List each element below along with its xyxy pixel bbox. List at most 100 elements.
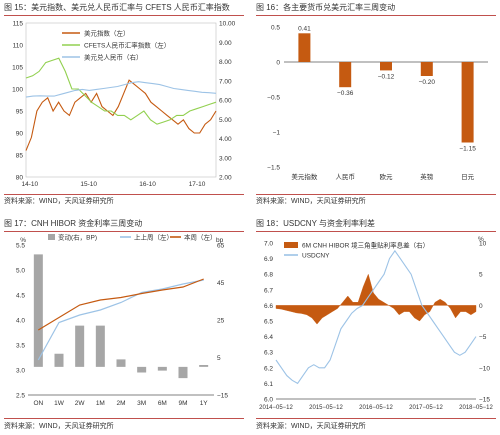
bar-value-label: −1.15	[459, 146, 476, 153]
series-line	[37, 278, 204, 331]
series-area	[275, 273, 477, 325]
chart-title: 图 17：CNH HIBOR 资金利率三周变动	[4, 219, 143, 228]
source-line	[4, 194, 244, 195]
legend-label: USDCNY	[302, 253, 330, 260]
chart-source: 资料来源：WIND，天风证券研究所	[256, 423, 366, 430]
x-tick-label: 人民币	[335, 173, 355, 181]
y-right-tick-label: 5	[217, 355, 221, 362]
title-underline	[256, 231, 496, 232]
y-tick-label: −1.5	[267, 165, 280, 172]
chart-panel-1: 图 15：美元指数、美元兑人民币汇率与 CFETS 人民币汇率指数 80 85 90…	[4, 2, 244, 208]
x-tick-label: 2W	[75, 400, 86, 407]
x-tick-label: 17-10	[189, 181, 206, 188]
x-tick-label: 14-10	[21, 181, 38, 188]
y-left-tick-label: 100	[12, 87, 23, 94]
y-left-tick-label: 6.6	[264, 303, 273, 310]
x-tick-label: 日元	[461, 173, 475, 181]
x-tick-label: 16-10	[139, 181, 156, 188]
series-line	[37, 279, 204, 361]
legend-label: 本周（左）	[184, 233, 217, 242]
chart-source: 资料来源：WIND，天风证券研究所	[4, 423, 114, 430]
source-line	[256, 194, 496, 195]
series-line	[25, 79, 217, 151]
y-right-tick-label: 2.00	[219, 175, 232, 182]
y-left-tick-label: 6.1	[264, 381, 273, 388]
y-left-tick-label: 6.4	[264, 334, 273, 341]
y-right-tick-label: 9.00	[219, 40, 232, 47]
y-left-tick-label: 6.5	[264, 319, 273, 326]
y-right-tick-label: 8.00	[219, 59, 232, 66]
x-tick-label: 1M	[96, 400, 105, 407]
bar	[75, 325, 85, 367]
bar	[33, 254, 43, 367]
y-right-tick-label: 3.00	[219, 155, 232, 162]
chart-title: 图 16：各主要货币兑美元汇率三周变动	[256, 3, 396, 12]
series-line	[275, 249, 477, 385]
y-right-tick-label: 65	[217, 243, 225, 250]
bar	[461, 62, 474, 143]
chart-panel-4: 图 18：USDCNY 与资金利率利差 % 6.0 6.1 6.2 6.3 6.4 6.5 6…	[256, 218, 496, 433]
y-left-tick-label: 95	[16, 109, 24, 116]
y-right-tick-label: 4.00	[219, 136, 232, 143]
y-right-tick-label: 25	[217, 318, 225, 325]
x-tick-label: 1W	[54, 400, 65, 407]
legend-swatch	[284, 242, 298, 248]
y-left-tick-label: 6.7	[264, 287, 273, 294]
series-line	[25, 81, 217, 98]
source-line	[256, 418, 496, 419]
bar-value-label: −0.20	[419, 79, 436, 86]
x-tick-label: 2016−05−12	[359, 405, 393, 411]
legend-label: 美元兑人民币（右）	[84, 53, 143, 62]
y-tick-label: 0.5	[271, 25, 280, 32]
legend-label: CFETS人民币汇率指数（左）	[84, 41, 170, 50]
y-left-tick-label: 110	[13, 43, 24, 50]
bar	[380, 62, 392, 71]
y-left-tick-label: 6.3	[264, 350, 273, 357]
y-left-unit: %	[20, 237, 26, 244]
chart-panel-2: 图 16：各主要货币兑美元汇率三周变动 0.5 0 −0.5 −1 −1.5 0.41 美元…	[256, 2, 496, 208]
y-left-tick-label: 3.5	[16, 343, 25, 350]
x-tick-label: 2014−05−12	[259, 405, 293, 411]
chart-title: 图 18：USDCNY 与资金利率利差	[256, 219, 375, 228]
y-left-tick-label: 115	[13, 21, 24, 28]
y-right-tick-label: 5.00	[219, 117, 232, 124]
x-tick-label: 9M	[178, 400, 187, 407]
bar	[157, 366, 167, 371]
x-tick-label: 3M	[137, 400, 146, 407]
y-right-tick-label: −15	[217, 393, 228, 400]
x-tick-label: 6M	[158, 400, 167, 407]
y-left-tick-label: 6.9	[264, 256, 273, 263]
chart-svg: 80 85 90 95 100 105 110 115 2.00 3.00 4.00 5.00 6.00…	[12, 21, 236, 189]
title-underline	[4, 231, 244, 232]
y-left-tick-label: 105	[12, 65, 23, 72]
chart-svg: 0.5 0 −0.5 −1 −1.5 0.41 美元指数 −0.36 人民币 −0.12 欧元 −0.…	[267, 25, 488, 181]
chart-svg: % bp 2.5 3.0 3.5 4.0 4.5 5.0 5.5 −15 5 25 45 65 ON 1W 2W…	[16, 233, 228, 407]
y-left-tick-label: 4.5	[16, 293, 25, 300]
x-tick-label: 2M	[116, 400, 125, 407]
x-tick-label: 欧元	[380, 172, 394, 181]
title-underline	[256, 15, 496, 16]
y-left-tick-label: 5.5	[16, 243, 25, 250]
y-right-tick-label: 0	[479, 303, 483, 310]
source-line	[4, 418, 244, 419]
bar	[178, 366, 188, 379]
y-left-tick-label: 6.8	[264, 272, 273, 279]
chart-panel-3: 图 17：CNH HIBOR 资金利率三周变动 % bp 2.5 3.0 3.5 4.0 4…	[4, 218, 244, 433]
y-tick-label: −1	[273, 130, 281, 137]
y-right-tick-label: −10	[479, 365, 490, 372]
y-right-tick-label: 10	[479, 241, 487, 248]
y-right-tick-label: −15	[479, 397, 490, 404]
y-left-tick-label: 80	[16, 175, 24, 182]
bar-value-label: −0.36	[337, 90, 354, 97]
y-left-tick-label: 6.0	[264, 397, 273, 404]
x-tick-label: 2018−05−12	[459, 405, 493, 411]
legend-swatch	[48, 234, 55, 240]
x-tick-label: 1Y	[200, 400, 209, 407]
series-line	[25, 57, 217, 125]
y-right-tick-label: 7.00	[219, 78, 232, 85]
bar-value-label: 0.41	[298, 25, 311, 32]
x-tick-label: 美元指数	[291, 172, 318, 181]
y-right-tick-label: −5	[479, 334, 487, 341]
x-tick-label: ON	[33, 400, 43, 407]
x-tick-label: 2017−05−12	[409, 405, 443, 411]
